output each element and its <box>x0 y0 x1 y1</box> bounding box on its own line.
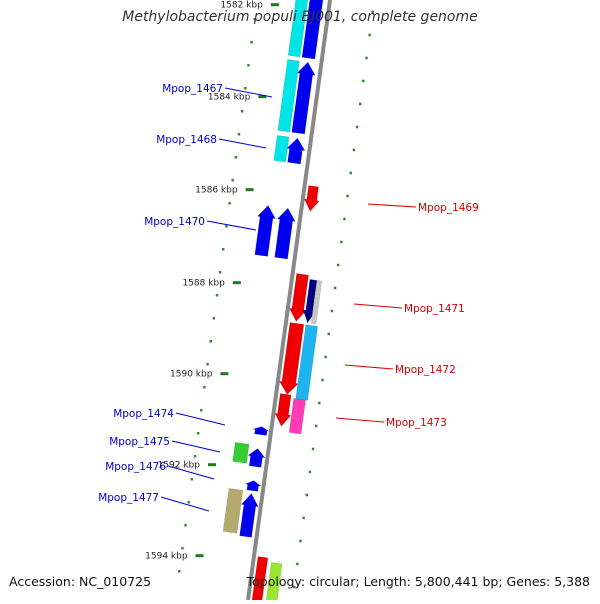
kbp-tick-label: 1584 kbp <box>208 93 251 103</box>
gene-label-mpop-1472-leader <box>344 364 394 370</box>
gene-mpop-1470-arrow-a <box>254 204 276 257</box>
gene-12-arrow <box>251 556 269 604</box>
kbp-tick-label: 1582 kbp <box>220 1 263 11</box>
gene-label-mpop-1474-leader <box>175 412 226 426</box>
gene-mpop-1476-arrow <box>244 480 263 492</box>
gene-label-mpop-1475-leader <box>171 440 221 453</box>
gene-mpop-1468-band <box>273 135 290 163</box>
gene-mpop-1475-band <box>232 442 250 464</box>
accession-text: Accession: NC_010725 <box>9 574 152 589</box>
kbp-tick-label: 1586 kbp <box>195 186 238 196</box>
gene-label-mpop-1477: Mpop_1477 <box>98 492 159 504</box>
kbp-tick-label: 1590 kbp <box>170 370 213 380</box>
gene-mpop-1474-arrow <box>252 426 270 436</box>
gene-label-mpop-1471-leader <box>353 303 403 309</box>
gene-mpop-1467-arrow <box>291 61 316 135</box>
genome-backbone <box>246 0 332 601</box>
gene-mpop-1470-arrow-b <box>274 207 296 260</box>
map-title: Methylobacterium populi BJ001, complete … <box>122 9 478 25</box>
gene-label-mpop-1468: Mpop_1468 <box>156 134 217 146</box>
gene-mpop-1473-arrow <box>274 393 292 427</box>
gene-mpop-1472-arrow <box>278 322 305 395</box>
topology-text: Topology: circular; Length: 5,800,441 bp… <box>246 574 590 589</box>
gene-label-mpop-1470-leader <box>206 220 257 231</box>
kbp-tick-label: 1588 kbp <box>182 279 225 289</box>
gene-mpop-1475-arrow <box>247 448 266 468</box>
gene-label-mpop-1473-leader <box>335 417 385 423</box>
kbp-tick-label: 1592 kbp <box>158 461 201 471</box>
gene-mpop-1468-arrow <box>286 137 306 165</box>
gene-label-mpop-1469: Mpop_1469 <box>418 202 479 214</box>
gene-label-mpop-1467: Mpop_1467 <box>162 83 223 95</box>
gene-12-band <box>265 562 283 604</box>
kbp-tick-label: 1594 kbp <box>145 552 188 562</box>
gene-label-mpop-1477-leader <box>160 496 210 512</box>
gene-label-mpop-1473: Mpop_1473 <box>386 417 447 429</box>
gene-mpop-1477-band <box>222 488 244 534</box>
gene-0-arrow <box>301 0 324 60</box>
gene-label-mpop-1472: Mpop_1472 <box>395 364 456 376</box>
gene-label-mpop-1468-leader <box>218 138 267 149</box>
gene-mpop-1477-arrow <box>239 492 259 538</box>
gene-label-mpop-1474: Mpop_1474 <box>113 408 174 420</box>
gene-mpop-1467-band <box>277 59 300 133</box>
gene-label-mpop-1476: Mpop_1476 <box>105 461 166 473</box>
gene-mpop-1473-band <box>288 398 306 435</box>
gene-label-mpop-1471: Mpop_1471 <box>404 303 465 315</box>
gene-mpop-1472-band <box>295 324 319 401</box>
gene-label-mpop-1470: Mpop_1470 <box>144 216 205 228</box>
gene-mpop-1469-arrow <box>303 185 320 212</box>
gene-mpop-1471-arrow <box>288 273 309 322</box>
gene-label-mpop-1467-leader <box>224 87 273 98</box>
gene-label-mpop-1469-leader <box>367 203 417 208</box>
gene-mpop-1471-band-b <box>310 280 323 325</box>
gene-0-band <box>287 0 309 58</box>
gene-label-mpop-1475: Mpop_1475 <box>109 436 170 448</box>
gene-label-mpop-1476-leader <box>167 465 215 480</box>
